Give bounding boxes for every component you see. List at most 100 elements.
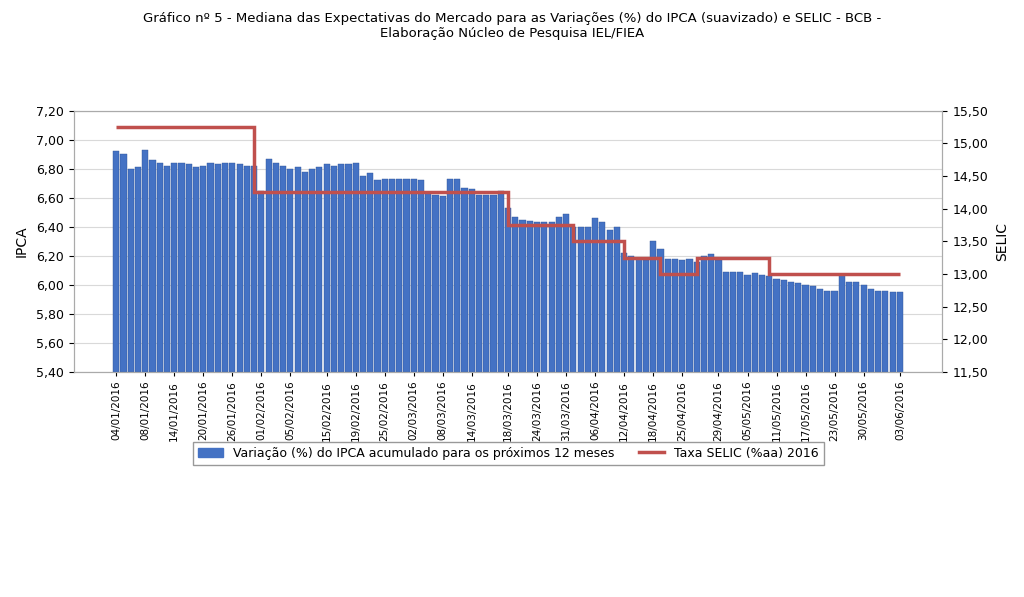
Bar: [839, 275, 845, 372]
Bar: [403, 179, 410, 372]
Bar: [563, 214, 569, 372]
Bar: [876, 291, 882, 372]
Bar: [114, 152, 120, 372]
Bar: [796, 284, 802, 372]
Legend: Variação (%) do IPCA acumulado para os próximos 12 meses, Taxa SELIC (%aa) 2016: Variação (%) do IPCA acumulado para os p…: [193, 442, 823, 464]
Bar: [556, 217, 562, 372]
Bar: [592, 218, 598, 372]
Bar: [897, 292, 903, 372]
Bar: [542, 223, 548, 372]
Bar: [650, 241, 656, 372]
Bar: [295, 167, 301, 372]
Bar: [599, 223, 605, 372]
Bar: [723, 272, 729, 372]
Bar: [396, 179, 402, 372]
Y-axis label: IPCA: IPCA: [15, 226, 29, 257]
Bar: [831, 291, 838, 372]
Bar: [526, 221, 532, 372]
Bar: [519, 220, 525, 372]
Bar: [766, 276, 772, 372]
Bar: [324, 164, 330, 372]
Bar: [462, 187, 468, 372]
Bar: [853, 282, 859, 372]
Bar: [469, 189, 475, 372]
Bar: [316, 167, 323, 372]
Bar: [215, 164, 221, 372]
Bar: [418, 180, 424, 372]
Bar: [780, 281, 786, 372]
Bar: [244, 166, 250, 372]
Bar: [331, 166, 337, 372]
Bar: [368, 173, 374, 372]
Bar: [446, 179, 453, 372]
Bar: [629, 256, 635, 372]
Bar: [716, 260, 722, 372]
Bar: [375, 180, 381, 372]
Bar: [185, 164, 191, 372]
Bar: [237, 164, 243, 372]
Bar: [700, 256, 707, 372]
Bar: [288, 169, 294, 372]
Text: Gráfico nº 5 - Mediana das Expectativas do Mercado para as Variações (%) do IPCA: Gráfico nº 5 - Mediana das Expectativas …: [143, 12, 881, 40]
Bar: [128, 169, 134, 372]
Bar: [455, 179, 461, 372]
Bar: [578, 227, 584, 372]
Bar: [730, 272, 736, 372]
Bar: [483, 195, 489, 372]
Bar: [803, 285, 809, 372]
Bar: [810, 286, 816, 372]
Bar: [643, 260, 649, 372]
Bar: [164, 166, 170, 372]
Bar: [512, 217, 518, 372]
Bar: [439, 196, 445, 372]
Bar: [686, 259, 692, 372]
Bar: [345, 164, 351, 372]
Bar: [549, 223, 555, 372]
Bar: [265, 159, 271, 372]
Bar: [606, 230, 612, 372]
Bar: [229, 163, 236, 372]
Bar: [867, 289, 873, 372]
Y-axis label: SELIC: SELIC: [995, 221, 1009, 261]
Bar: [665, 259, 671, 372]
Bar: [846, 282, 852, 372]
Bar: [860, 285, 866, 372]
Bar: [817, 289, 823, 372]
Bar: [411, 179, 417, 372]
Bar: [672, 259, 678, 372]
Bar: [121, 154, 127, 372]
Bar: [709, 254, 715, 372]
Bar: [389, 179, 395, 372]
Bar: [157, 163, 163, 372]
Bar: [787, 282, 795, 372]
Bar: [498, 190, 504, 372]
Bar: [193, 167, 199, 372]
Bar: [309, 169, 315, 372]
Bar: [622, 253, 628, 372]
Bar: [476, 195, 482, 372]
Bar: [636, 259, 642, 372]
Bar: [280, 166, 287, 372]
Bar: [208, 163, 214, 372]
Bar: [142, 150, 148, 372]
Bar: [657, 248, 664, 372]
Bar: [352, 163, 358, 372]
Bar: [883, 291, 889, 372]
Bar: [505, 208, 511, 372]
Bar: [338, 164, 344, 372]
Bar: [490, 195, 497, 372]
Bar: [534, 223, 541, 372]
Bar: [382, 179, 388, 372]
Bar: [737, 272, 743, 372]
Bar: [773, 279, 779, 372]
Bar: [201, 166, 207, 372]
Bar: [171, 163, 177, 372]
Bar: [432, 195, 438, 372]
Bar: [251, 166, 257, 372]
Bar: [258, 190, 264, 372]
Bar: [824, 291, 830, 372]
Bar: [890, 292, 896, 372]
Bar: [613, 227, 620, 372]
Bar: [359, 176, 366, 372]
Bar: [150, 160, 156, 372]
